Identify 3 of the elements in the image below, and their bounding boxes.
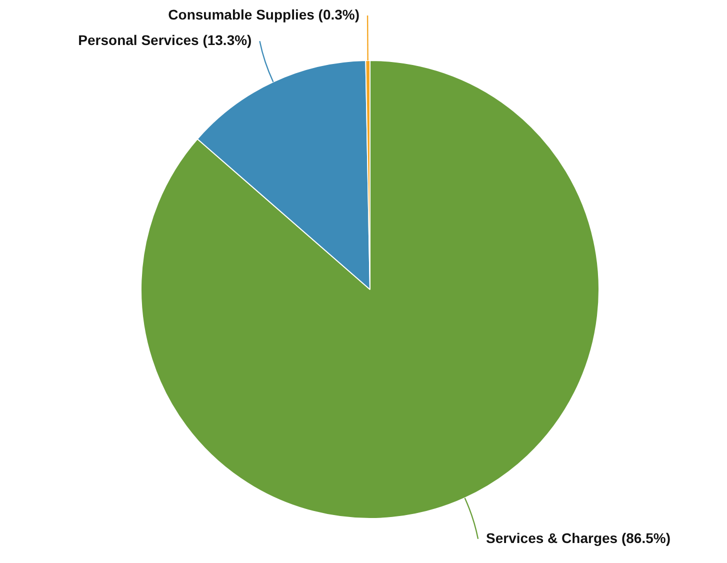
- slice-label: Personal Services (13.3%): [78, 32, 252, 48]
- slice-label: Services & Charges (86.5%): [486, 530, 670, 546]
- slice-label: Consumable Supplies (0.3%): [168, 6, 360, 22]
